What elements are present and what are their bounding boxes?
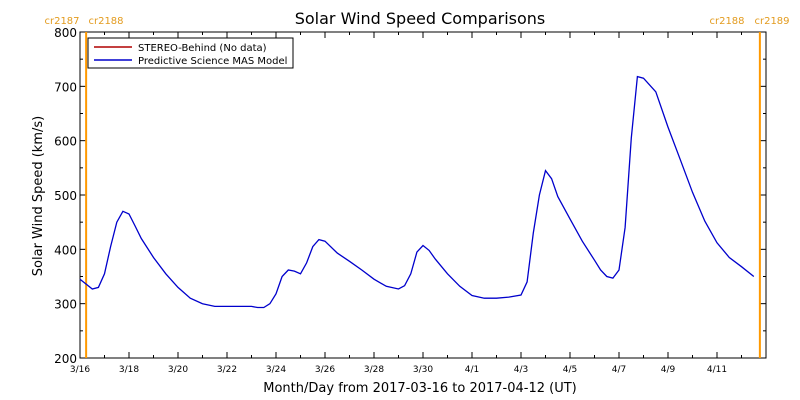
cr-label-left-1: cr2187	[44, 16, 79, 27]
x-tick-label: 3/18	[119, 365, 139, 375]
x-tick-label: 4/9	[661, 365, 676, 375]
y-tick-label: 500	[54, 189, 77, 203]
x-axis: 3/16 3/18 3/20 3/22 3/24 3/26 3/28 3/30 4/1 4/3 4/…	[70, 32, 767, 375]
x-tick-label: 3/20	[168, 365, 188, 375]
y-tick-label: 600	[54, 135, 77, 149]
x-tick-label: 4/3	[514, 365, 528, 375]
legend-label-mas: Predictive Science MAS Model	[138, 56, 287, 67]
x-tick-label: 4/5	[563, 365, 577, 375]
x-tick-label: 4/7	[612, 365, 626, 375]
y-axis: 200 300 400 500 600 700 800	[54, 26, 766, 366]
series-lines	[79, 75, 755, 309]
plot-frame	[79, 31, 767, 359]
x-tick-label: 4/11	[707, 365, 727, 375]
x-tick-label: 3/30	[413, 365, 433, 375]
x-tick-label: 3/22	[217, 365, 237, 375]
x-tick-label: 3/28	[364, 365, 384, 375]
x-tick-label: 3/26	[315, 365, 335, 375]
y-axis-label: Solar Wind Speed (km/s)	[31, 116, 46, 276]
x-tick-label: 4/1	[465, 365, 479, 375]
legend-box	[87, 37, 294, 69]
legend-label-stereo: STEREO-Behind (No data)	[138, 43, 267, 54]
y-tick-label: 800	[54, 26, 77, 40]
cr-label-left-2: cr2188	[88, 16, 123, 27]
legend: STEREO-Behind (No data) Predictive Scien…	[87, 37, 294, 69]
y-tick-label: 200	[54, 352, 77, 366]
x-tick-label: 3/24	[266, 365, 286, 375]
x-tick-label: 3/16	[70, 365, 90, 375]
y-tick-label: 400	[54, 243, 77, 257]
cr-label-right-1: cr2188	[709, 16, 744, 27]
carrington-boundaries	[85, 32, 761, 358]
x-axis-label: Month/Day from 2017-03-16 to 2017-04-12 …	[263, 381, 576, 396]
y-tick-label: 300	[54, 298, 77, 312]
series-line-mas-model	[79, 75, 755, 309]
cr-label-right-2: cr2189	[754, 16, 789, 27]
chart-title: Solar Wind Speed Comparisons	[295, 9, 546, 28]
y-tick-label: 700	[54, 80, 77, 94]
